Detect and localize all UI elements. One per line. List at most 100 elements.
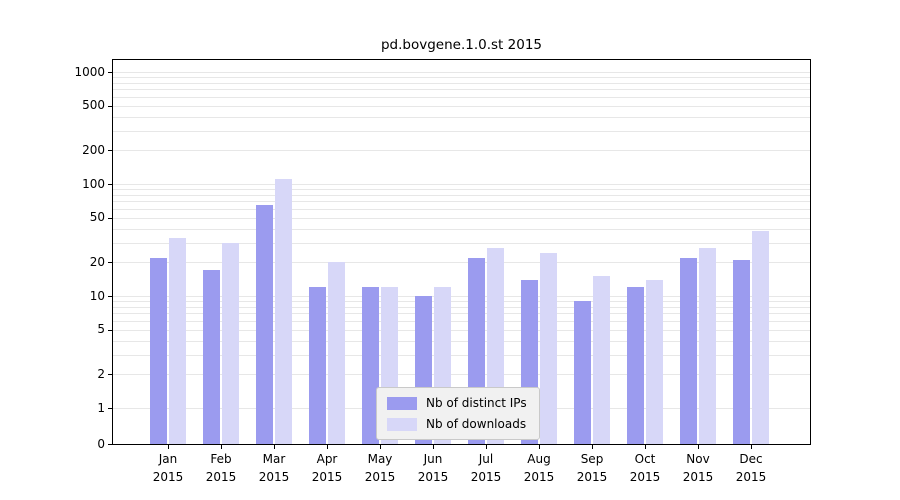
- gridline: [113, 374, 810, 376]
- gridline: [113, 301, 810, 303]
- gridline: [113, 262, 810, 264]
- gridline: [113, 228, 810, 230]
- bar-downloads-aug: [540, 253, 557, 444]
- gridline: [113, 320, 810, 322]
- y-tick-mark: [108, 150, 112, 152]
- legend-item-distinct-ips: Nb of distinct IPs: [387, 396, 527, 410]
- legend-swatch-downloads: [387, 417, 417, 431]
- y-tick-label: 1: [97, 400, 105, 415]
- bar-distinct-ips-feb: [203, 270, 220, 444]
- gridline: [113, 329, 810, 331]
- bar-distinct-ips-apr: [309, 287, 326, 444]
- legend-swatch-distinct-ips: [387, 396, 417, 410]
- x-tick-label: Jan 2015: [152, 452, 184, 484]
- gridline: [113, 89, 810, 91]
- y-tick-label: 2: [97, 366, 105, 381]
- gridline: [113, 306, 810, 308]
- x-tick-label: Dec 2015: [735, 452, 767, 484]
- y-tick-mark: [108, 296, 112, 297]
- gridline: [113, 313, 810, 315]
- gridline: [113, 130, 810, 132]
- x-tick-mark: [433, 445, 434, 449]
- y-tick-label: 100: [82, 176, 105, 191]
- y-tick-label: 10: [89, 288, 105, 303]
- gridline: [113, 242, 810, 244]
- bar-distinct-ips-sep: [574, 301, 591, 444]
- x-tick-mark: [380, 445, 381, 449]
- y-tick-mark: [108, 72, 112, 73]
- bar-distinct-ips-may: [362, 287, 379, 444]
- x-tick-mark: [486, 445, 487, 449]
- gridline: [113, 208, 810, 210]
- gridline: [113, 105, 810, 107]
- y-tick-mark: [108, 444, 112, 445]
- y-tick-label: 200: [82, 142, 105, 157]
- x-tick-label: Mar 2015: [258, 452, 290, 484]
- x-tick-mark: [168, 445, 169, 449]
- x-tick-mark: [751, 445, 752, 449]
- x-tick-label: Feb 2015: [205, 452, 237, 484]
- gridline: [113, 201, 810, 203]
- gridline: [113, 189, 810, 191]
- x-tick-label: May 2015: [364, 452, 396, 484]
- y-tick-label: 0: [97, 436, 105, 451]
- x-tick-label: Jun 2015: [417, 452, 449, 484]
- gridline: [113, 116, 810, 118]
- bar-distinct-ips-jan: [150, 257, 167, 444]
- y-tick-label: 5: [97, 322, 105, 337]
- x-tick-mark: [698, 445, 699, 449]
- gridline: [113, 194, 810, 196]
- bar-downloads-oct: [646, 279, 663, 444]
- x-tick-mark: [539, 445, 540, 449]
- x-tick-label: Nov 2015: [682, 452, 714, 484]
- gridline: [113, 296, 810, 297]
- gridline: [113, 72, 810, 73]
- bar-downloads-nov: [699, 247, 716, 444]
- x-tick-label: Aug 2015: [523, 452, 555, 484]
- x-tick-mark: [592, 445, 593, 449]
- bar-downloads-mar: [275, 179, 292, 444]
- y-tick-mark: [108, 374, 112, 376]
- plot-area: Nb of distinct IPs Nb of downloads: [112, 59, 811, 445]
- legend-label-downloads: Nb of downloads: [426, 417, 527, 431]
- y-tick-mark: [108, 217, 112, 219]
- y-tick-label: 20: [89, 254, 105, 269]
- bar-downloads-sep: [593, 276, 610, 444]
- y-tick-mark: [108, 408, 112, 409]
- gridline: [113, 77, 810, 79]
- legend-label-distinct-ips: Nb of distinct IPs: [426, 396, 527, 410]
- legend-item-downloads: Nb of downloads: [387, 417, 527, 431]
- x-tick-mark: [645, 445, 646, 449]
- x-tick-mark: [327, 445, 328, 449]
- y-tick-mark: [108, 262, 112, 264]
- bar-downloads-dec: [752, 231, 769, 444]
- x-tick-mark: [274, 445, 275, 449]
- x-tick-label: Sep 2015: [576, 452, 608, 484]
- gridline: [113, 82, 810, 84]
- gridline: [113, 354, 810, 356]
- bar-downloads-jan: [169, 237, 186, 444]
- legend: Nb of distinct IPs Nb of downloads: [376, 387, 540, 440]
- y-tick-mark: [108, 105, 112, 107]
- gridline: [113, 217, 810, 219]
- y-tick-label: 50: [89, 210, 105, 225]
- gridline: [113, 150, 810, 152]
- bar-distinct-ips-mar: [256, 205, 273, 444]
- x-tick-label: Oct 2015: [629, 452, 661, 484]
- bar-distinct-ips-nov: [680, 257, 697, 444]
- bar-distinct-ips-oct: [627, 287, 644, 444]
- x-tick-mark: [221, 445, 222, 449]
- y-tick-label: 1000: [74, 64, 105, 79]
- gridline: [113, 184, 810, 185]
- bar-distinct-ips-dec: [733, 259, 750, 444]
- bar-downloads-feb: [222, 242, 239, 444]
- x-tick-label: Apr 2015: [311, 452, 343, 484]
- y-tick-label: 500: [82, 98, 105, 113]
- bar-downloads-apr: [328, 262, 345, 444]
- y-tick-mark: [108, 184, 112, 185]
- x-tick-label: Jul 2015: [470, 452, 502, 484]
- y-tick-mark: [108, 329, 112, 331]
- chart-title: pd.bovgene.1.0.st 2015: [380, 37, 542, 53]
- gridline: [113, 340, 810, 342]
